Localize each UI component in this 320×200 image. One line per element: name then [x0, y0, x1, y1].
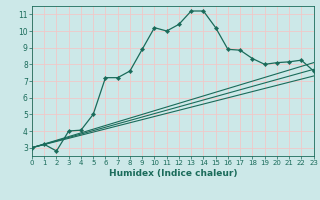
X-axis label: Humidex (Indice chaleur): Humidex (Indice chaleur) [108, 169, 237, 178]
